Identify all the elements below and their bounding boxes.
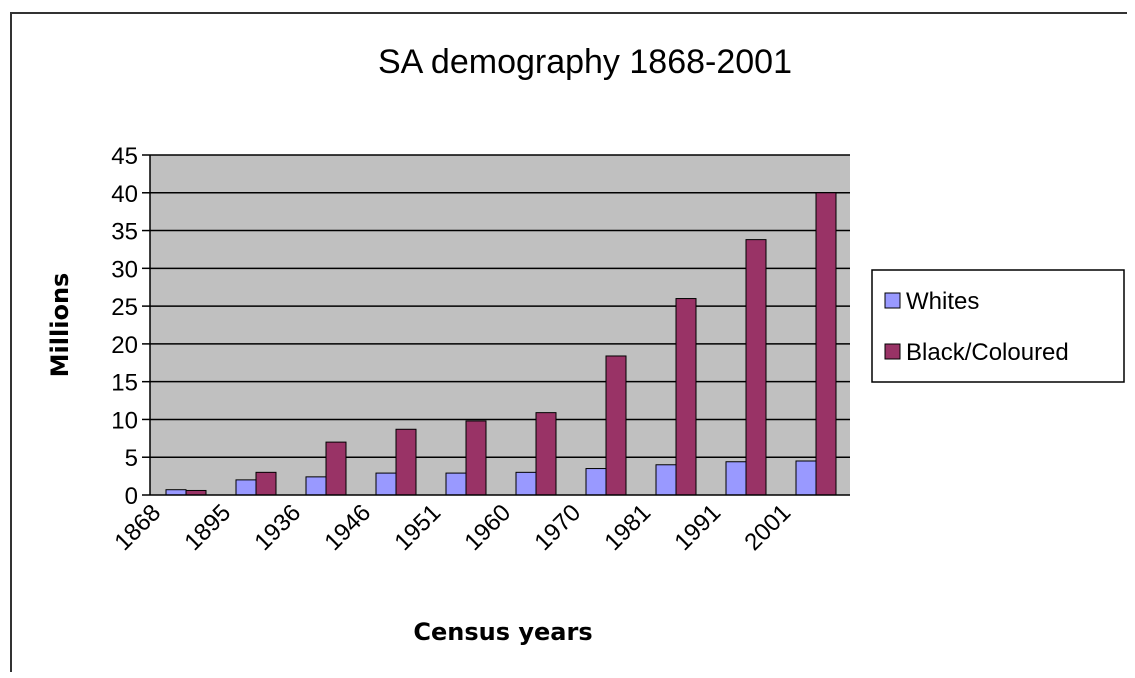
legend: Whites Black/Coloured <box>871 269 1125 383</box>
bar-whites <box>585 468 607 496</box>
legend-box <box>871 269 1125 383</box>
x-axis-title: Census years <box>413 618 592 646</box>
plot-area <box>150 155 850 495</box>
y-tick-label: 25 <box>111 294 138 321</box>
bar-whites <box>655 464 677 496</box>
x-tick-label: 1981 <box>599 499 656 556</box>
y-axis-ticks: 0 5 10 15 20 25 30 35 40 45 <box>111 143 150 510</box>
bar-black-coloured <box>745 239 767 496</box>
y-tick-label: 20 <box>111 332 138 359</box>
y-tick-label: 10 <box>111 407 138 434</box>
y-tick-label: 40 <box>111 181 138 208</box>
bar-whites <box>305 476 327 496</box>
bar-whites <box>515 471 537 496</box>
bar-black-coloured <box>255 471 277 496</box>
y-tick-label: 0 <box>125 483 138 510</box>
bar-black-coloured <box>815 192 837 496</box>
bar-black-coloured <box>605 355 627 496</box>
chart-title: SA demography 1868-2001 <box>378 43 792 81</box>
bar-whites <box>165 489 187 496</box>
x-tick-label: 2001 <box>739 499 796 556</box>
y-tick-label: 15 <box>111 370 138 397</box>
bar-black-coloured <box>465 420 487 496</box>
x-tick-label: 1960 <box>459 499 516 556</box>
bar-whites <box>375 472 397 496</box>
x-tick-label: 1936 <box>249 499 306 556</box>
legend-swatch-black-coloured <box>884 343 901 360</box>
y-tick-label: 45 <box>111 143 138 170</box>
x-tick-label: 1951 <box>389 499 446 556</box>
x-axis-ticks: 1868 1895 1936 1946 1951 1960 1970 1981 1991 2001 <box>109 499 796 556</box>
legend-label-whites: Whites <box>906 288 979 315</box>
y-tick-label: 30 <box>111 256 138 283</box>
gridlines <box>150 154 850 458</box>
y-tick-label: 5 <box>125 445 138 472</box>
x-tick-label: 1895 <box>179 499 236 556</box>
x-tick-label: 1970 <box>529 499 586 556</box>
chart-frame <box>10 12 1127 672</box>
bar-whites <box>235 479 257 496</box>
legend-label-black-coloured: Black/Coloured <box>906 339 1069 366</box>
x-tick-label: 1991 <box>669 499 726 556</box>
bar-black-coloured <box>675 298 697 496</box>
bar-whites <box>725 461 747 496</box>
y-tick-label: 35 <box>111 219 138 246</box>
legend-swatch-whites <box>884 292 901 309</box>
bar-whites <box>795 460 817 496</box>
bar-black-coloured <box>325 441 347 496</box>
bar-black-coloured <box>395 428 417 496</box>
bar-black-coloured <box>535 412 557 496</box>
bar-whites <box>445 472 467 496</box>
x-tick-label: 1868 <box>109 499 166 556</box>
y-axis-title: Millions <box>46 273 74 378</box>
x-tick-label: 1946 <box>319 499 376 556</box>
